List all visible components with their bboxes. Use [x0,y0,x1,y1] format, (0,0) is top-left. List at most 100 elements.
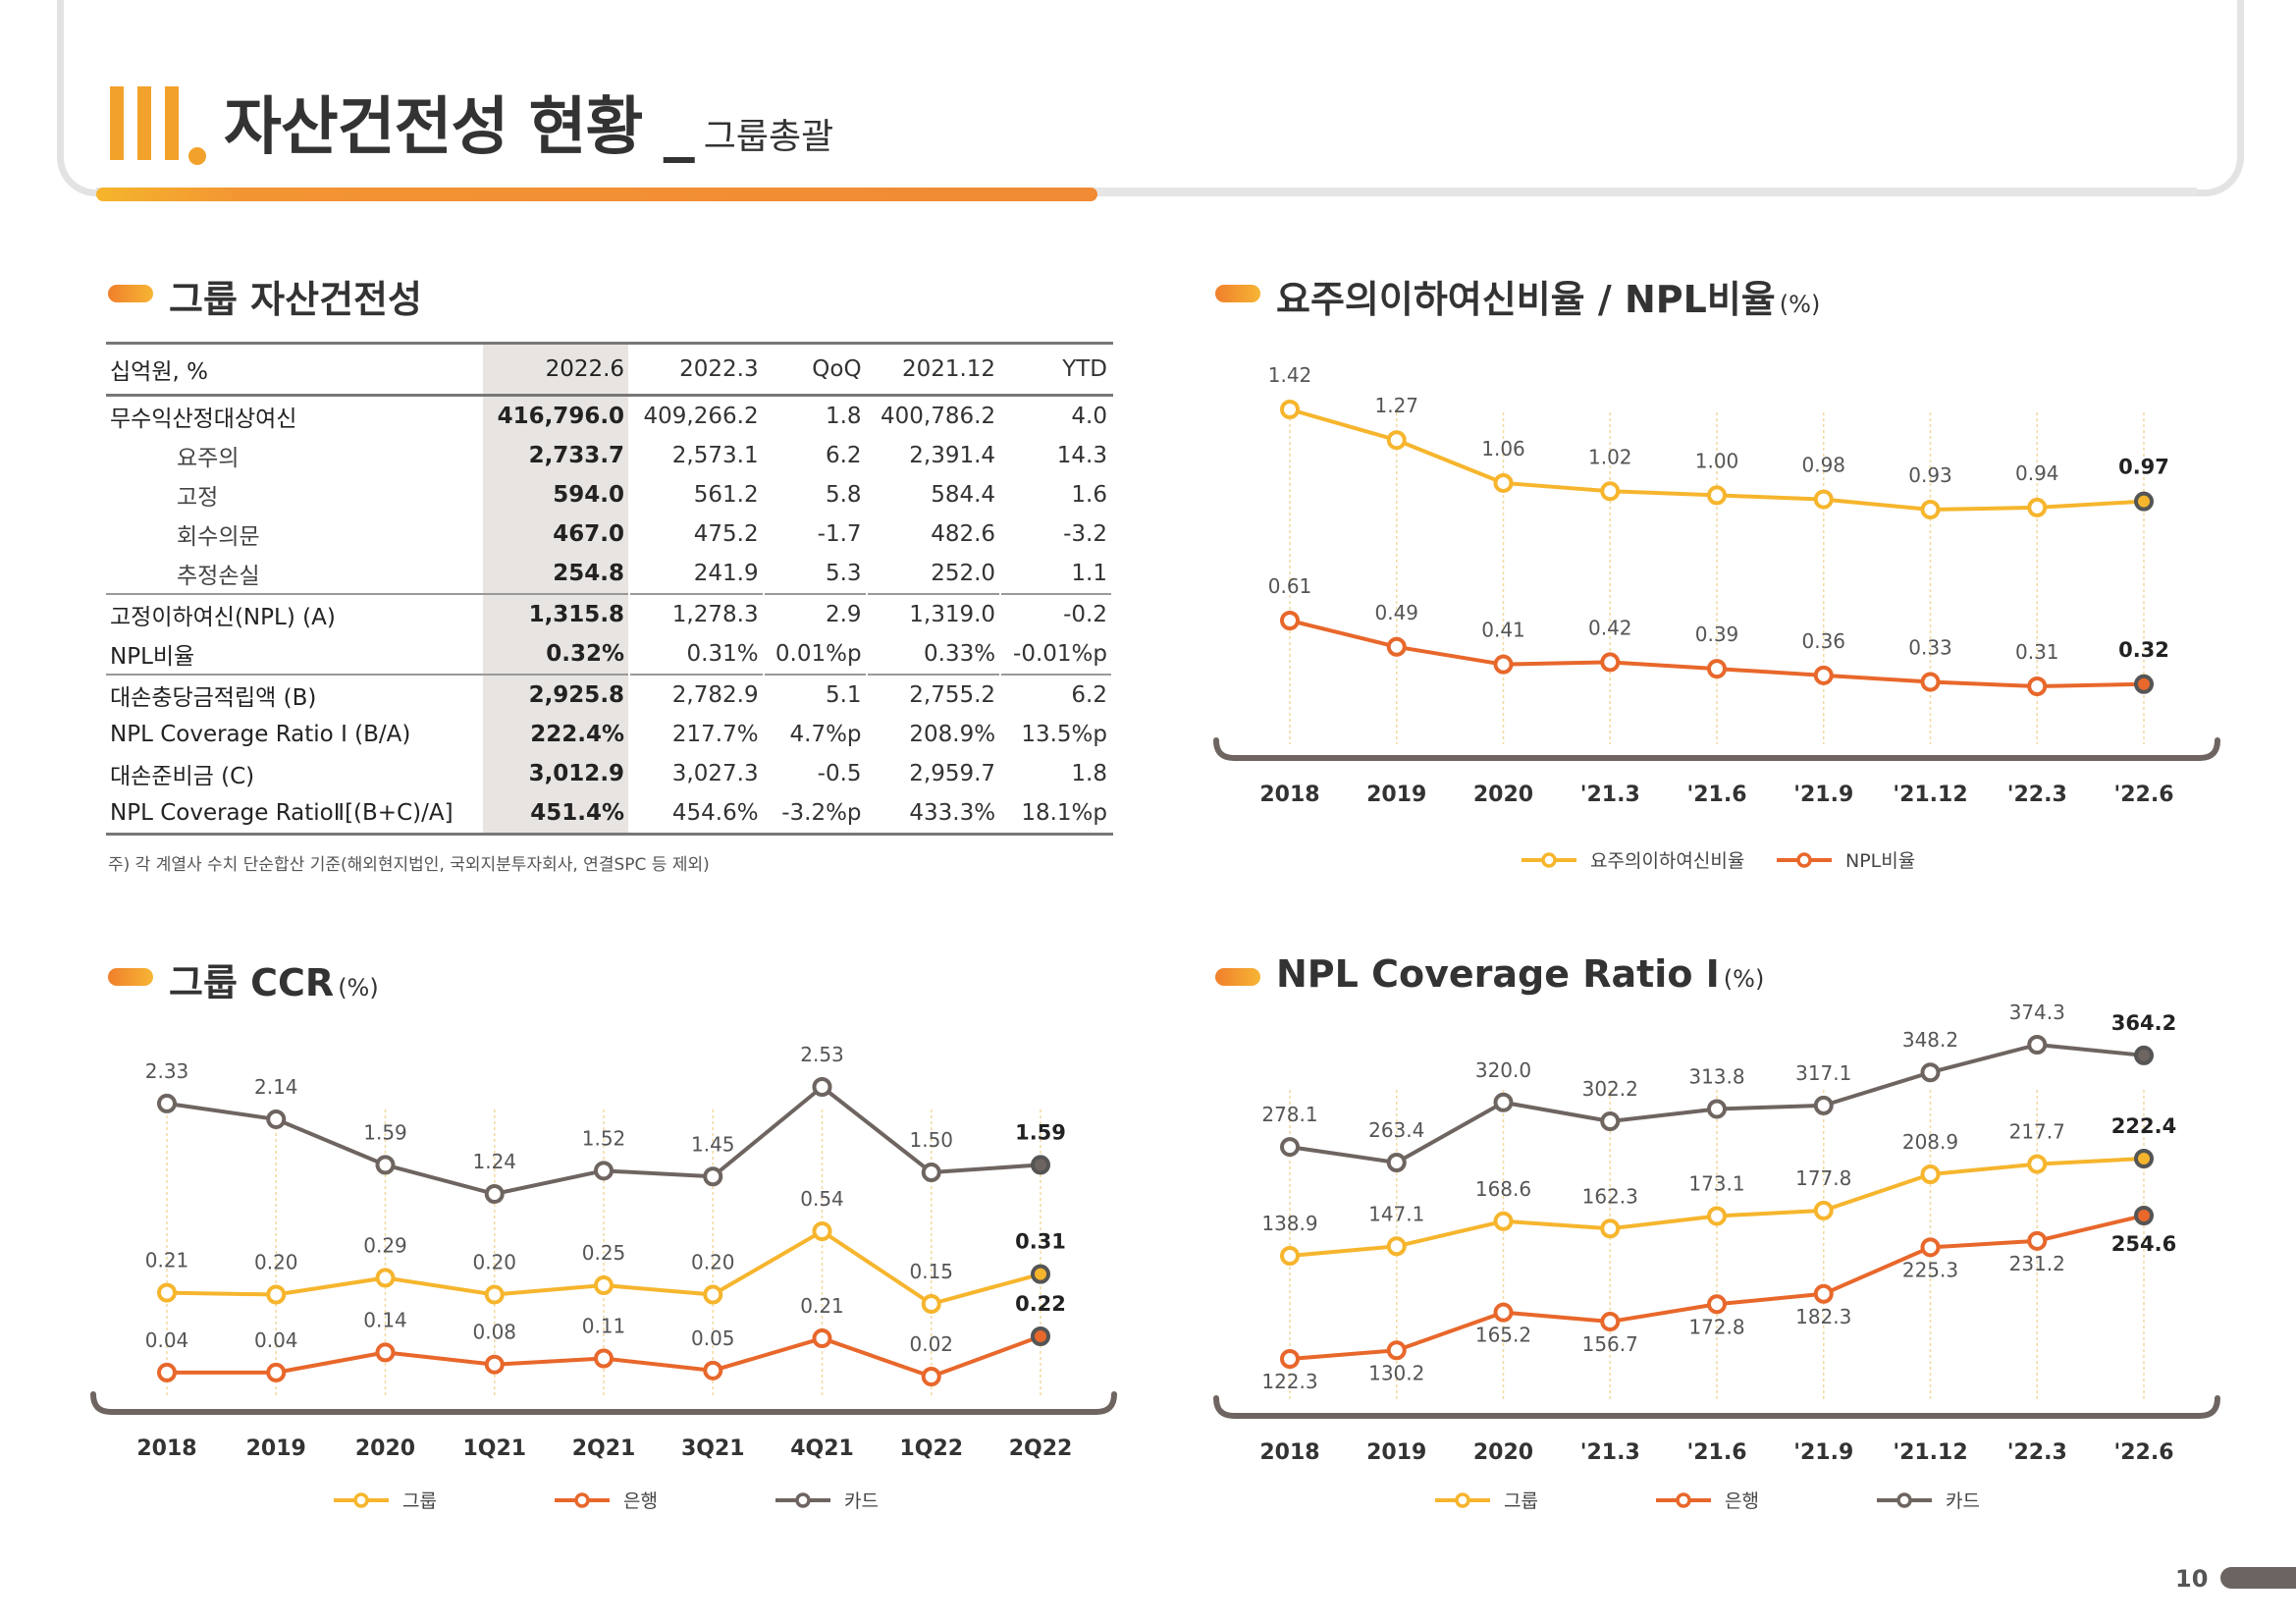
data-point [1280,1246,1300,1266]
data-point [594,1161,614,1181]
table-cell: 1.6 [1000,475,1113,514]
table-cell: 1,319.0 [866,593,1002,634]
data-label: 1.24 [472,1150,516,1173]
table-cell: 433.3% [866,793,1002,836]
data-label: 1.27 [1374,394,1418,417]
table-row: 무수익산정대상여신 416,796.0 409,266.2 1.8 400,786.2 4… [106,395,1113,436]
legend-item: 카드 [1877,1490,1980,1512]
table-cell: 400,786.2 [866,395,1002,436]
table-cell: 561.2 [629,475,765,514]
x-tick-label: 2Q21 [572,1436,636,1461]
data-label: 182.3 [1795,1305,1851,1328]
data-point [266,1362,287,1382]
data-point [266,1109,287,1129]
data-point [1280,400,1300,419]
page-number: 10 [2175,1565,2209,1593]
data-point [2134,1206,2154,1225]
legend-item: 은행 [1656,1490,1759,1512]
table-row: 회수의문 467.0 475.2 -1.7 482.6 -3.2 [106,514,1113,554]
x-tick-label: '21.6 [1686,783,1746,807]
data-point [1600,1218,1621,1239]
data-label: 1.00 [1695,449,1739,472]
data-label: 317.1 [1795,1061,1851,1085]
x-tick-label: 2019 [246,1436,306,1461]
table-cell: 0.32% [483,634,631,675]
section-bullet-icon [1215,968,1260,986]
table-row: 요주의 2,733.7 2,573.1 6.2 2,391.4 14.3 [106,436,1113,475]
data-point [484,1284,505,1305]
legend-label: 요주의이하여신비율 [1590,850,1744,872]
data-label: 217.7 [2009,1120,2065,1144]
data-point [1920,1164,1941,1185]
x-tick-label: '21.12 [1893,1440,1967,1465]
chart-title: 요주의이하여신비율 / NPL비율 [1276,278,1776,321]
data-point [1813,1283,1834,1304]
row-label: 대손준비금 (C) [110,764,255,789]
data-point [157,1093,177,1113]
row-label: NPL Coverage RatioⅡ[(B+C)/A] [106,793,484,836]
data-point [1031,1155,1050,1175]
table-cell: 254.8 [483,554,631,594]
row-label: 고정 [177,485,219,511]
table-cell: 2,959.7 [866,754,1002,793]
data-point [703,1360,723,1380]
data-point [921,1294,941,1314]
data-point [2134,1149,2154,1168]
data-point [2134,674,2154,694]
data-label: 177.8 [1795,1166,1851,1190]
table-cell: -0.2 [1000,593,1113,634]
data-point [1600,652,1621,673]
chart-unit: (%) [338,974,379,1001]
axis-baseline [1213,1395,2220,1419]
legend-label: 은행 [623,1490,658,1512]
legend-marker [574,1492,590,1508]
table-cell: 467.0 [483,514,631,554]
row-label: NPL Coverage Ratio Ⅰ (B/A) [110,722,411,747]
table-row: NPL비율 0.32% 0.31% 0.01%p 0.33% -0.01%p [106,634,1113,675]
legend-item: 그룹 [334,1490,437,1512]
x-tick-label: '21.6 [1686,1440,1746,1465]
table-header-cell: 2021.12 [866,342,1002,397]
table-cell: 4.7%p [763,715,868,754]
data-point [2134,491,2154,512]
data-point [484,1354,505,1375]
x-tick-label: '21.3 [1580,1440,1640,1465]
data-point [1600,1312,1621,1332]
data-point [1280,611,1300,630]
data-point [1707,659,1727,679]
data-label: 0.54 [800,1187,844,1211]
data-point [1386,1153,1407,1172]
legend-item: 그룹 [1435,1490,1538,1512]
x-tick-label: 1Q21 [462,1436,526,1461]
title-underline [96,188,1097,201]
data-label: 0.61 [1268,574,1312,598]
table-cell: 2,755.2 [866,674,1002,715]
section-title-ccr: 그룹 CCR (%) [169,952,379,1006]
row-label: 대손충당금적립액 (B) [106,674,484,715]
x-tick-label: '22.3 [2007,783,2067,807]
data-point [375,1155,396,1175]
x-tick-label: 2019 [1366,1440,1426,1465]
data-label: 263.4 [1368,1118,1424,1142]
data-label: 173.1 [1688,1171,1744,1195]
data-label: 138.9 [1261,1212,1317,1235]
data-label: 147.1 [1368,1202,1424,1225]
data-label: 0.22 [1015,1292,1066,1316]
data-point [375,1342,396,1363]
legend-marker [1796,852,1812,868]
table-cell: 2,733.7 [483,436,631,475]
table-cell: 6.2 [1000,674,1113,715]
data-point [157,1282,177,1303]
data-point [594,1348,614,1369]
row-label: 추정손실 [177,564,260,589]
row-label: 무수익산정대상여신 [110,406,297,432]
data-label: 0.29 [363,1233,407,1257]
table-cell: 1.8 [1000,754,1113,793]
legend-label: 그룹 [1504,1490,1538,1512]
table-row: 대손충당금적립액 (B) 2,925.8 2,782.9 5.1 2,755.2 6.2 [106,674,1113,715]
table-cell: 217.7% [629,715,765,754]
table-header-cell: QoQ [763,342,868,397]
data-label: 254.6 [2111,1232,2176,1256]
table-row: 고정이하여신(NPL) (A) 1,315.8 1,278.3 2.9 1,319.0-… [106,593,1113,634]
page-subtitle: 그룹총괄 [703,117,834,157]
